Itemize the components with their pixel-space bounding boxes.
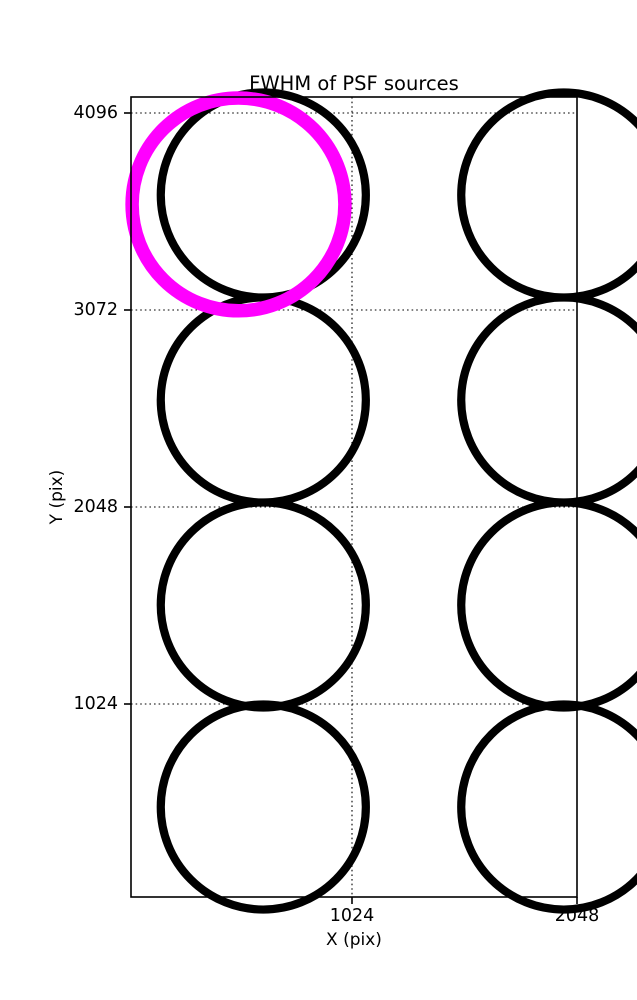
y-tick-label: 4096 — [73, 103, 118, 123]
x-axis-ticks — [351, 897, 578, 904]
y-axis-ticks — [124, 112, 131, 705]
psf-source-markers — [156, 88, 637, 914]
psf-source-marker[interactable] — [156, 700, 370, 914]
y-axis-label: Y (pix) — [47, 470, 67, 526]
x-tick-label: 1024 — [330, 906, 375, 926]
axis-frame — [130, 96, 578, 898]
page-title: FWHM of PSF sources — [249, 72, 459, 95]
x-axis-label: X (pix) — [326, 930, 382, 950]
y-axis-tick-labels: 4096 3072 2048 1024 — [73, 103, 118, 714]
plot-area-background — [131, 97, 577, 897]
psf-highlight-markers — [125, 91, 352, 318]
y-tick-label: 3072 — [73, 300, 118, 320]
y-tick-label: 2048 — [73, 497, 118, 517]
psf-source-highlight-marker[interactable] — [125, 91, 352, 318]
x-axis-tick-labels: 1024 2048 — [330, 906, 600, 926]
y-tick-label: 1024 — [73, 694, 118, 714]
x-tick-label: 2048 — [555, 906, 600, 926]
psf-source-marker[interactable] — [457, 700, 637, 914]
